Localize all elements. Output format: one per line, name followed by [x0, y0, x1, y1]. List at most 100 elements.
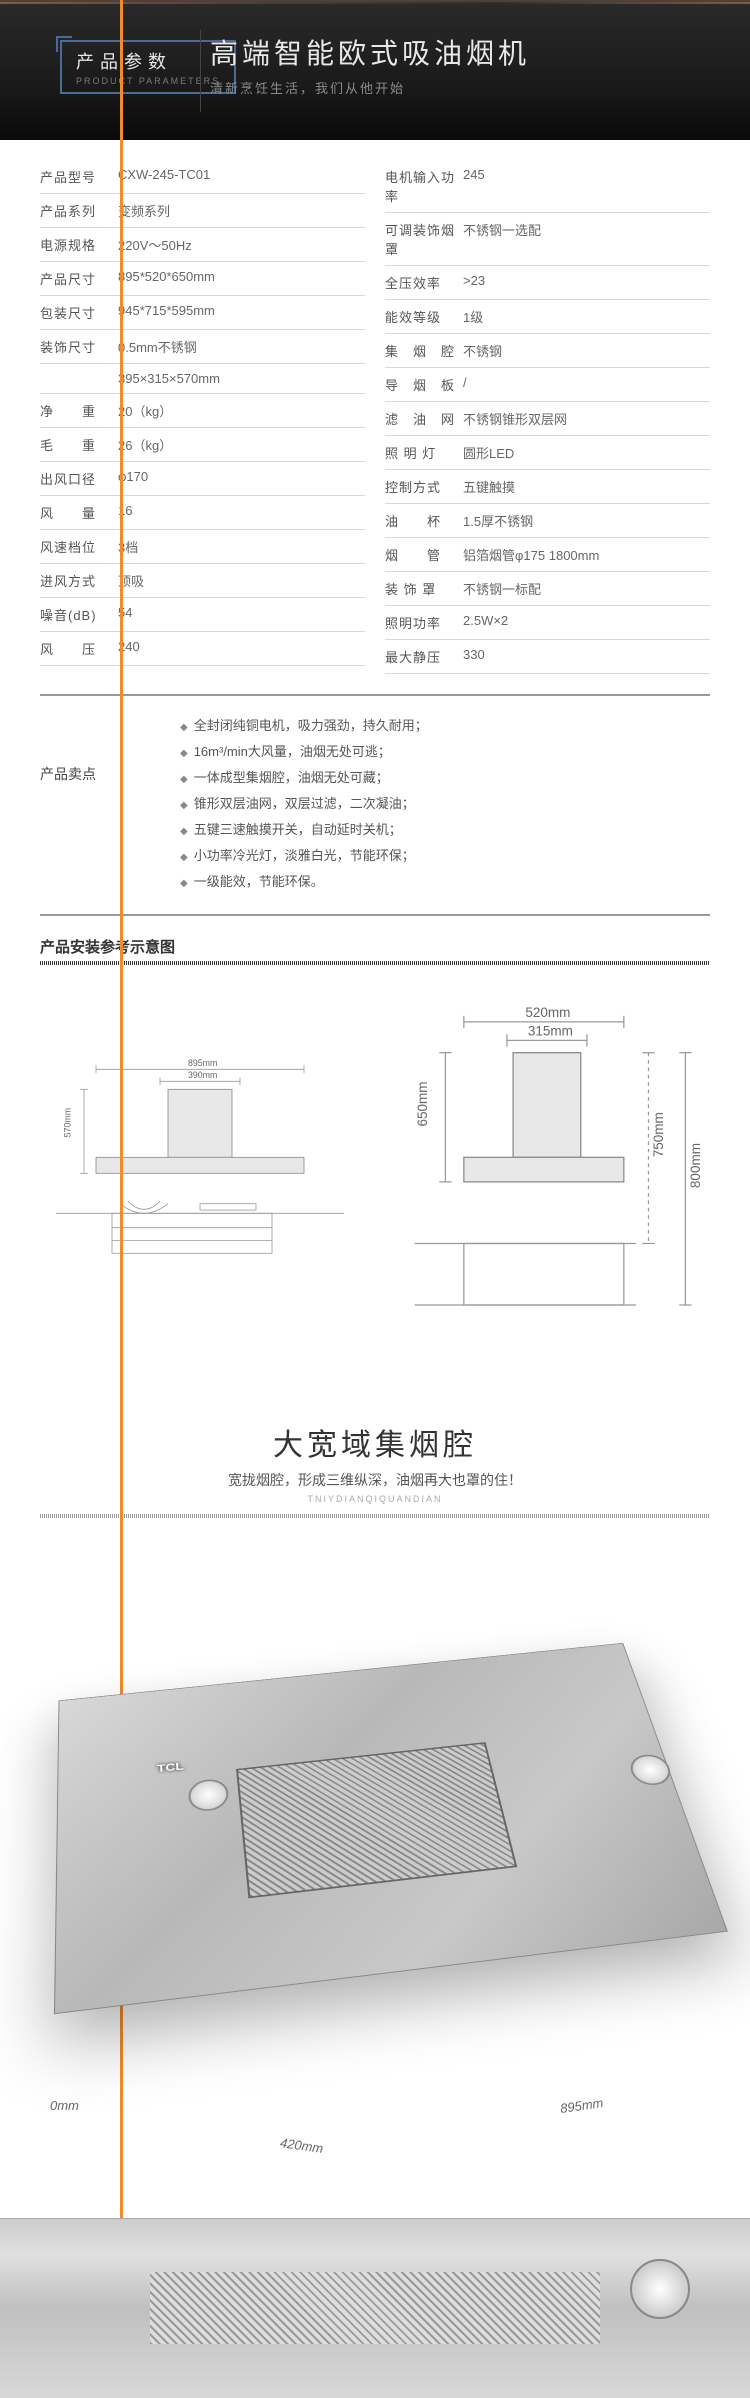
spec-key: 照 明 灯 [385, 443, 463, 462]
spec-key: 全压效率 [385, 273, 463, 292]
spec-row: 装 饰 罩不锈钢一标配 [385, 572, 710, 606]
led-light-left [188, 1777, 230, 1812]
badge-title-cn: 产品参数 [76, 48, 220, 74]
hood-grille [236, 1742, 517, 1898]
badge-title-en: PRODUCT PARAMETERS [76, 76, 220, 86]
spec-row: 导 烟 板/ [385, 368, 710, 402]
spec-row: 进风方式顶吸 [40, 564, 365, 598]
spec-value: 395×315×570mm [118, 371, 365, 386]
spec-key: 产品尺寸 [40, 269, 118, 288]
sell-label: 产品卖点 [40, 714, 140, 896]
spec-table: 产品型号CXW-245-TC01产品系列变频系列电源规格220V～50Hz产品尺… [40, 160, 710, 674]
dim-650: 650mm [415, 1081, 430, 1126]
install-side-view: 520mm 315mm 650mm 750mm 800mm [390, 985, 710, 1330]
spec-key: 出风口径 [40, 469, 118, 488]
spec-value: 240 [118, 639, 365, 658]
spec-value: 2.5W×2 [463, 613, 710, 632]
spec-row: 出风口径φ170 [40, 462, 365, 496]
spec-row: 风 量16 [40, 496, 365, 530]
spec-row: 最大静压330 [385, 640, 710, 674]
spec-row: 产品尺寸895*520*650mm [40, 262, 365, 296]
spec-value: 0.5mm不锈钢 [118, 337, 365, 356]
install-front-view: 895mm 390mm 570mm [40, 985, 360, 1330]
dim-895: 895mm [188, 1058, 217, 1068]
spec-key: 可调装饰烟罩 [385, 220, 463, 258]
spec-key [40, 371, 118, 386]
spec-key: 滤 油 网 [385, 409, 463, 428]
spec-value: 顶吸 [118, 571, 365, 590]
spec-value: 1级 [463, 307, 710, 326]
spec-value: 54 [118, 605, 365, 624]
dim-800: 800mm [688, 1143, 703, 1188]
header-title: 高端智能欧式吸油烟机 [210, 32, 720, 72]
header-title-block: 高端智能欧式吸油烟机 清新烹饪生活，我们从他开始 [210, 32, 720, 97]
spec-key: 照明功率 [385, 613, 463, 632]
spec-row: 噪音(dB)54 [40, 598, 365, 632]
spec-row: 产品系列变频系列 [40, 194, 365, 228]
spec-key: 风速档位 [40, 537, 118, 556]
spec-key: 电机输入功率 [385, 167, 463, 205]
spec-key: 噪音(dB) [40, 605, 118, 624]
feature-underline [40, 1514, 710, 1518]
dim-520: 520mm [525, 1005, 570, 1020]
spec-row: 毛 重26（kg） [40, 428, 365, 462]
spec-row: 395×315×570mm [40, 364, 365, 394]
spec-value: 圆形LED [463, 443, 710, 462]
sell-item: 一级能效，节能环保。 [180, 870, 428, 896]
spec-value: 铝箔烟管φ175 1800mm [463, 545, 710, 564]
spec-row: 照 明 灯圆形LED [385, 436, 710, 470]
feature-pinyin: TNIYDIANQIQUANDIAN [40, 1494, 710, 1504]
spec-value: 895*520*650mm [118, 269, 365, 288]
spec-row: 净 重20（kg） [40, 394, 365, 428]
spec-row: 包装尺寸945*715*595mm [40, 296, 365, 330]
spec-row: 照明功率2.5W×2 [385, 606, 710, 640]
spec-key: 烟 管 [385, 545, 463, 564]
spec-row: 滤 油 网不锈钢锥形双层网 [385, 402, 710, 436]
dim-750: 750mm [651, 1112, 666, 1157]
spec-key: 风 压 [40, 639, 118, 658]
spec-col-left: 产品型号CXW-245-TC01产品系列变频系列电源规格220V～50Hz产品尺… [40, 160, 365, 674]
spec-value: φ170 [118, 469, 365, 488]
spec-row: 油 杯1.5厚不锈钢 [385, 504, 710, 538]
feature-subtitle: 宽拢烟腔，形成三维纵深，油烟再大也罩的住！ [40, 1470, 710, 1490]
selling-points: 产品卖点 全封闭纯铜电机，吸力强劲，持久耐用；16m³/min大风量，油烟无处可… [40, 694, 710, 916]
sell-item: 锥形双层油网，双层过滤，二次凝油； [180, 792, 428, 818]
hood-body: TCL [54, 1642, 728, 2013]
spec-key: 装饰尺寸 [40, 337, 118, 356]
header-banner: 产品参数 PRODUCT PARAMETERS 高端智能欧式吸油烟机 清新烹饪生… [0, 0, 750, 140]
spec-value: 220V～50Hz [118, 235, 365, 254]
spec-row: 电源规格220V～50Hz [40, 228, 365, 262]
feature-title: 大宽域集烟腔 [40, 1420, 710, 1464]
spec-row: 控制方式五键触摸 [385, 470, 710, 504]
install-title-underline [40, 961, 710, 965]
sell-item: 全封闭纯铜电机，吸力强劲，持久耐用； [180, 714, 428, 740]
dim-390: 390mm [188, 1070, 217, 1080]
header-divider [200, 30, 201, 112]
spec-key: 进风方式 [40, 571, 118, 590]
install-diagram: 895mm 390mm 570mm 520mm 315mm 650mm [40, 985, 710, 1330]
sell-item: 五键三速触摸开关，自动延时关机； [180, 818, 428, 844]
spec-value: 不锈钢 [463, 341, 710, 360]
spec-row: 产品型号CXW-245-TC01 [40, 160, 365, 194]
spec-key: 油 杯 [385, 511, 463, 530]
sell-item: 小功率冷光灯，淡雅白光，节能环保； [180, 844, 428, 870]
dim-570: 570mm [62, 1108, 72, 1137]
spec-value: 245 [463, 167, 710, 205]
spec-value: 不锈钢一选配 [463, 220, 710, 258]
spec-key: 集 烟 腔 [385, 341, 463, 360]
spec-row: 可调装饰烟罩不锈钢一选配 [385, 213, 710, 266]
spec-value: 变频系列 [118, 201, 365, 220]
spec-key: 毛 重 [40, 435, 118, 454]
install-title: 产品安装参考示意图 [40, 936, 710, 957]
sell-item: 16m³/min大风量，油烟无处可逃； [180, 740, 428, 766]
spec-value: 26（kg） [118, 435, 365, 454]
spec-key: 装 饰 罩 [385, 579, 463, 598]
spec-value: 16 [118, 503, 365, 522]
product-render: TCL 0mm 420mm 895mm [0, 1538, 750, 2188]
spec-row: 全压效率>23 [385, 266, 710, 300]
spec-key: 能效等级 [385, 307, 463, 326]
spec-row: 风速档位3档 [40, 530, 365, 564]
spec-value: 不锈钢锥形双层网 [463, 409, 710, 428]
dim-895mm: 895mm [559, 2095, 604, 2116]
brand-logo: TCL [157, 1759, 184, 1774]
